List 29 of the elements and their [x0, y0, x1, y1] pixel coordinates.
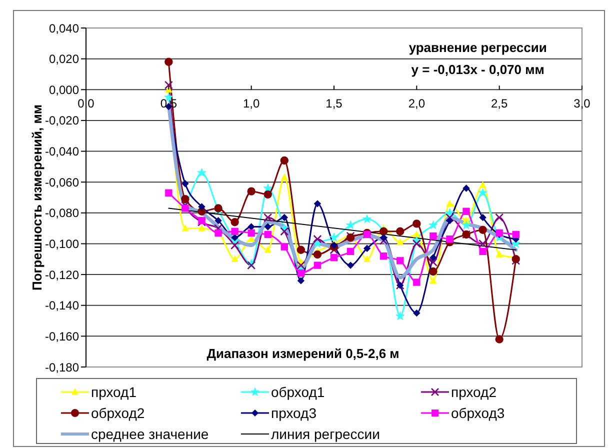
legend-label: линия регрессии [271, 426, 380, 442]
annotation: уравнение регрессии [408, 40, 547, 55]
x-tick-label: 1,5 [326, 96, 343, 111]
y-tick-label: -0,040 [44, 144, 80, 159]
x-tick-label: 2,5 [490, 96, 508, 111]
y-tick-label: -0,100 [44, 236, 80, 251]
legend-label: прход3 [271, 404, 316, 420]
y-tick-label: -0,020 [44, 114, 80, 128]
legend-label: среднее значение [91, 426, 209, 442]
x-tick-label: 3,0 [574, 96, 591, 111]
y-axis-title: Погрешность измерений, мм [30, 104, 45, 290]
legend-label: обрход2 [91, 404, 145, 420]
y-tick-label: -0,160 [44, 329, 80, 344]
x-tick-label: 2,0 [408, 96, 426, 111]
y-tick-label: 0,040 [48, 21, 80, 36]
x-axis-title: Диапазон измерений 0,5-2,6 м [206, 346, 400, 361]
legend-label: обрход3 [451, 404, 505, 420]
y-tick-label: -0,080 [44, 206, 80, 220]
y-tick-label: -0,180 [44, 360, 80, 374]
annotation: y = -0,013x - 0,070 мм [411, 62, 544, 77]
y-tick-label: 0,000 [48, 82, 80, 97]
y-tick-label: -0,120 [44, 268, 80, 282]
legend-label: прход2 [451, 384, 496, 400]
legend-label: обрход1 [271, 384, 325, 400]
legend-label: прход1 [91, 384, 136, 400]
y-tick-label: 0,020 [48, 52, 80, 66]
y-tick-label: -0,060 [44, 175, 80, 190]
x-tick-label: 1,0 [242, 96, 260, 111]
y-tick-label: -0,140 [44, 298, 80, 313]
